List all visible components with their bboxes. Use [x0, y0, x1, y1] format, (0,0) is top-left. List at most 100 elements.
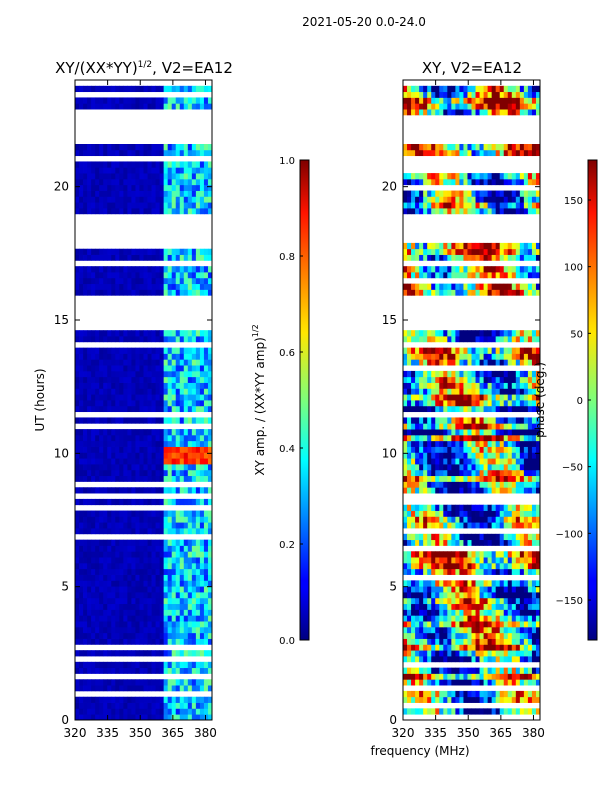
- heatmap-cell: [419, 242, 424, 250]
- heatmap-cell: [495, 475, 501, 482]
- heatmap-cell: [447, 254, 452, 261]
- heatmap-cell: [95, 190, 100, 197]
- heatmap-cell: [111, 714, 116, 721]
- heatmap-cell: [531, 242, 537, 250]
- heatmap-cell: [131, 702, 136, 709]
- heatmap-cell: [443, 202, 448, 209]
- heatmap-cell: [79, 167, 84, 174]
- heatmap-cell: [127, 539, 132, 546]
- heatmap-cell: [99, 545, 104, 552]
- heatmap-cell: [451, 708, 456, 715]
- heatmap-cell: [103, 394, 108, 401]
- heatmap-cell: [131, 586, 136, 593]
- heatmap-cell: [439, 196, 444, 203]
- heatmap-cell: [447, 597, 452, 605]
- heatmap-cell: [519, 557, 525, 564]
- heatmap-cell: [407, 679, 412, 686]
- heatmap-cell: [515, 417, 521, 424]
- heatmap-cell: [531, 388, 537, 395]
- heatmap-cell: [451, 429, 456, 436]
- heatmap-cell: [187, 597, 193, 605]
- heatmap-cell: [111, 650, 116, 657]
- heatmap-cell: [419, 469, 424, 477]
- heatmap-cell: [527, 388, 533, 395]
- heatmap-cell: [199, 702, 205, 709]
- heatmap-cell: [491, 266, 497, 273]
- heatmap-cell: [191, 144, 197, 151]
- heatmap-cell: [423, 615, 428, 622]
- heatmap-cell: [207, 429, 213, 436]
- heatmap-cell: [435, 504, 440, 511]
- heatmap-cell: [511, 394, 517, 401]
- heatmap-cell: [439, 690, 444, 698]
- heatmap-cell: [479, 551, 484, 558]
- heatmap-cell: [171, 266, 177, 273]
- heatmap-cell: [127, 597, 132, 605]
- heatmap-cell: [407, 178, 412, 186]
- heatmap-cell: [435, 452, 440, 459]
- heatmap-cell: [451, 562, 456, 570]
- heatmap-cell: [139, 464, 144, 471]
- heatmap-cell: [179, 562, 185, 570]
- heatmap-cell: [471, 632, 476, 639]
- heatmap-cell: [463, 190, 468, 197]
- heatmap-cell: [471, 679, 476, 686]
- heatmap-cell: [79, 376, 84, 383]
- heatmap-cell: [131, 365, 136, 372]
- heatmap-cell: [75, 289, 80, 296]
- heatmap-cell: [207, 557, 213, 564]
- heatmap-cell: [499, 679, 505, 686]
- heatmap-cell: [483, 562, 489, 570]
- heatmap-cell: [183, 626, 189, 634]
- heatmap-cell: [75, 557, 80, 564]
- heatmap-cell: [527, 394, 533, 401]
- heatmap-cell: [475, 504, 480, 511]
- y-tick-label: 5: [61, 580, 69, 594]
- heatmap-cell: [163, 173, 169, 180]
- heatmap-cell: [495, 266, 501, 273]
- heatmap-cell: [531, 469, 537, 477]
- heatmap-cell: [151, 475, 156, 482]
- heatmap-cell: [183, 289, 189, 296]
- heatmap-cell: [163, 498, 169, 506]
- heatmap-cell: [415, 196, 420, 203]
- heatmap-cell: [75, 510, 80, 517]
- panel1-title: XY/(XX*YY)1/2, V2=EA12: [55, 59, 233, 77]
- heatmap-cell: [187, 685, 193, 692]
- heatmap-cell: [515, 650, 521, 657]
- heatmap-cell: [111, 551, 116, 558]
- heatmap-cell: [203, 149, 209, 157]
- heatmap-cell: [503, 516, 509, 523]
- heatmap-cell: [179, 714, 185, 721]
- heatmap-cell: [87, 417, 92, 424]
- heatmap-cell: [527, 592, 533, 599]
- heatmap-cell: [203, 370, 209, 378]
- heatmap-cell: [511, 708, 517, 715]
- heatmap-cell: [191, 557, 197, 564]
- heatmap-cell: [431, 708, 436, 715]
- heatmap-cell: [459, 336, 464, 343]
- heatmap-cell: [207, 626, 213, 634]
- heatmap-cell: [187, 85, 193, 93]
- heatmap-cell: [115, 667, 120, 674]
- heatmap-cell: [147, 661, 152, 669]
- heatmap-cell: [95, 272, 100, 279]
- heatmap-cell: [455, 568, 460, 575]
- heatmap-cell: [535, 609, 541, 616]
- heatmap-cell: [207, 510, 213, 517]
- heatmap-cell: [487, 469, 493, 477]
- heatmap-cell: [207, 149, 213, 157]
- heatmap-cell: [471, 667, 476, 674]
- heatmap-cell: [119, 365, 124, 372]
- heatmap-cell: [411, 370, 416, 378]
- heatmap-cell: [515, 557, 521, 564]
- heatmap-cell: [407, 254, 412, 261]
- heatmap-cell: [427, 272, 432, 279]
- heatmap-cell: [451, 202, 456, 209]
- x-tick-label: 320: [64, 726, 87, 740]
- heatmap-cell: [451, 370, 456, 378]
- heatmap-cell: [139, 580, 144, 587]
- heatmap-cell: [191, 487, 197, 494]
- heatmap-cell: [179, 522, 185, 529]
- heatmap-cell: [143, 464, 148, 471]
